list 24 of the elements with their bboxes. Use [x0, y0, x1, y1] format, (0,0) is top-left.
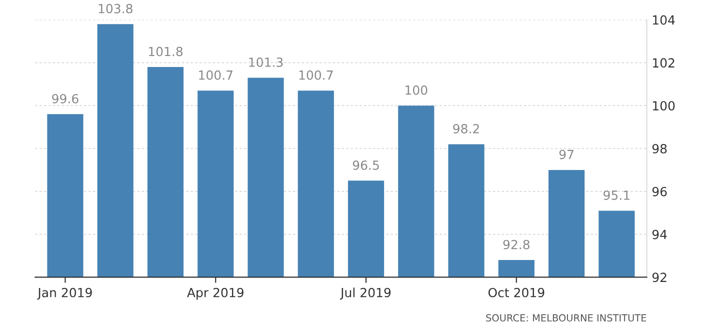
data-label: 96.5 [352, 160, 379, 170]
data-label: 101.3 [249, 58, 283, 67]
x-tick-label: Jan 2019 [37, 288, 92, 300]
data-label: 99.6 [52, 94, 78, 104]
data-label: 103.8 [98, 4, 132, 14]
x-tick-label: Apr 2019 [187, 288, 244, 300]
y-tick-label: 98 [652, 144, 667, 154]
source-note: SOURCE: MELBOURNE INSTITUTE [486, 314, 646, 322]
y-tick-label: 94 [652, 230, 667, 240]
y-tick-label: 102 [652, 58, 674, 68]
data-label: 92.8 [503, 240, 530, 250]
x-tick-label: Oct 2019 [488, 288, 544, 298]
x-tick-label: Jul 2019 [340, 288, 391, 300]
data-label: 100.7 [299, 70, 333, 80]
data-label: 95.1 [604, 190, 630, 200]
data-label: 100 [406, 85, 428, 95]
data-label: 101.8 [148, 46, 183, 56]
data-label: 100.7 [199, 70, 232, 80]
y-tick-label: 100 [652, 101, 675, 111]
y-tick-label: 104 [652, 15, 675, 25]
y-tick-label: 92 [652, 272, 666, 282]
data-label: 98.2 [453, 124, 479, 134]
y-tick-label: 96 [652, 186, 667, 196]
data-label: 97 [559, 150, 574, 160]
